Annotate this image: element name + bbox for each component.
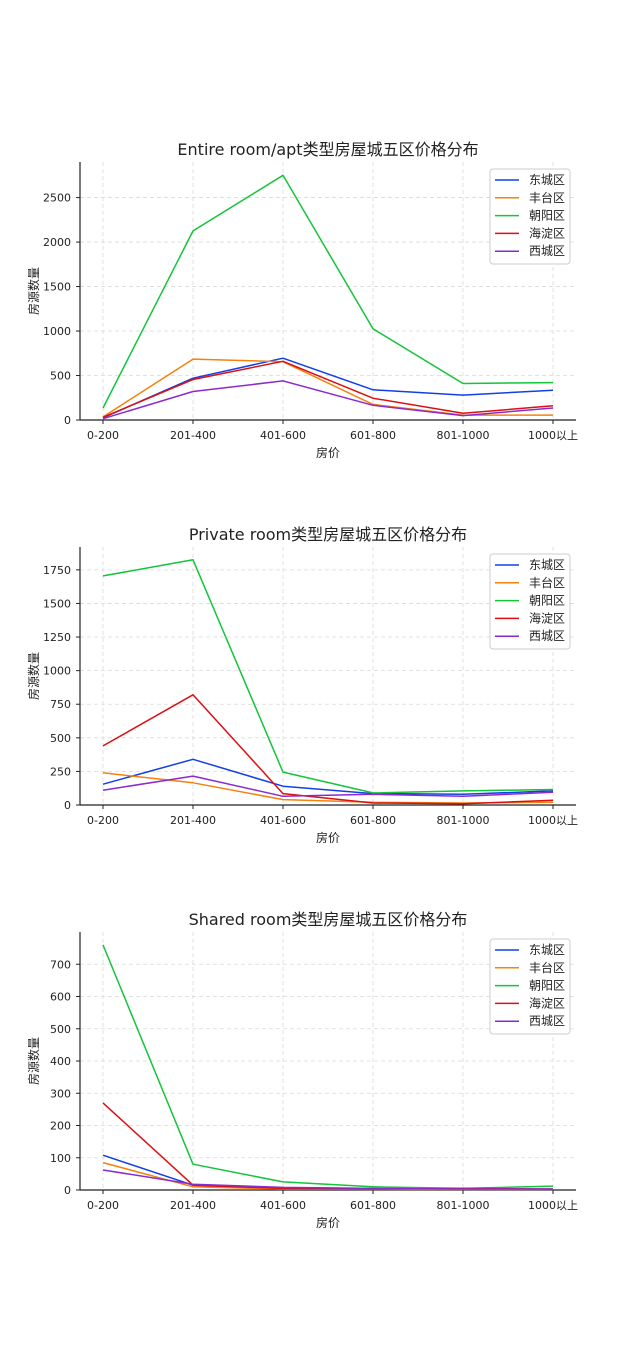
y-axis-label: 房源数量 (26, 267, 41, 315)
series-line-西城区 (102, 1169, 553, 1190)
y-tick-label: 0 (64, 1184, 71, 1197)
legend-label: 海淀区 (529, 225, 565, 240)
series-line-朝阳区 (102, 944, 554, 1190)
x-axis-label: 房价 (316, 445, 340, 460)
series-line-丰台区 (102, 358, 553, 418)
legend-label: 西城区 (529, 1014, 565, 1028)
y-tick-label: 0 (64, 799, 71, 812)
series-line-海淀区 (102, 360, 554, 418)
chart-title: Shared room类型房屋城五区价格分布 (189, 910, 468, 929)
series-line-海淀区 (102, 1102, 554, 1190)
legend-label: 丰台区 (529, 575, 565, 590)
series-line-丰台区 (102, 1161, 553, 1191)
y-tick-label: 1750 (43, 564, 71, 577)
x-tick-label: 801-1000 (437, 814, 490, 827)
x-tick-label: 401-600 (260, 1199, 306, 1212)
x-tick-label: 201-400 (170, 429, 216, 442)
y-tick-label: 1250 (43, 631, 71, 644)
y-tick-label: 100 (50, 1152, 71, 1165)
series-line-朝阳区 (102, 174, 554, 409)
y-tick-label: 500 (50, 370, 71, 383)
x-tick-label: 0-200 (87, 1199, 119, 1212)
series-line-东城区 (102, 758, 554, 796)
legend-label: 西城区 (529, 629, 565, 643)
legend-box (489, 168, 571, 265)
y-tick-label: 750 (50, 698, 71, 711)
chart-panel-2: 0-200 201-400 401-600 601-800 801-1000 1000以上… (26, 525, 578, 845)
x-axis-label: 房价 (316, 830, 340, 845)
y-tick-label: 250 (50, 765, 71, 778)
y-axis-label: 房源数量 (26, 652, 41, 700)
x-tick-label: 0-200 (87, 429, 119, 442)
legend-label: 朝阳区 (529, 594, 565, 608)
y-tick-label: 1500 (43, 597, 71, 610)
series-line-西城区 (102, 380, 554, 420)
legend-label: 东城区 (529, 173, 565, 187)
x-tick-label: 601-800 (350, 814, 396, 827)
legend-label: 东城区 (529, 558, 565, 572)
y-tick-label: 1000 (43, 325, 71, 338)
y-tick-label: 400 (50, 1055, 71, 1068)
x-tick-label: 601-800 (350, 1199, 396, 1212)
x-tick-label: 1000以上 (528, 814, 578, 827)
chart-panel-3: 0-200 201-400 401-600 601-800 801-1000 1000以上… (26, 910, 578, 1230)
x-tick-label: 801-1000 (437, 1199, 490, 1212)
legend-label: 西城区 (529, 244, 565, 258)
y-tick-label: 2500 (43, 192, 71, 205)
chart-title: Entire room/apt类型房屋城五区价格分布 (177, 140, 478, 159)
y-tick-label: 2000 (43, 236, 71, 249)
x-tick-label: 601-800 (350, 429, 396, 442)
legend-box (489, 553, 571, 650)
chart-panel-1: 0-200 201-400 401-600 601-800 801-1000 1000以上… (26, 140, 578, 460)
chart-title: Private room类型房屋城五区价格分布 (189, 525, 467, 544)
legend-label: 海淀区 (529, 610, 565, 625)
x-tick-label: 201-400 (170, 1199, 216, 1212)
legend-box (489, 938, 571, 1035)
y-tick-label: 1000 (43, 665, 71, 678)
y-tick-label: 700 (50, 958, 71, 971)
x-tick-label: 0-200 (87, 814, 119, 827)
series-line-西城区 (102, 775, 554, 798)
x-axis-label: 房价 (316, 1215, 340, 1230)
y-tick-label: 1500 (43, 281, 71, 294)
legend-label: 东城区 (529, 943, 565, 957)
x-tick-label: 201-400 (170, 814, 216, 827)
x-tick-label: 801-1000 (437, 429, 490, 442)
x-tick-label: 1000以上 (528, 1199, 578, 1212)
series-line-朝阳区 (102, 559, 554, 794)
series-line-东城区 (102, 357, 554, 419)
legend-label: 丰台区 (529, 960, 565, 975)
x-tick-label: 401-600 (260, 429, 306, 442)
y-tick-label: 500 (50, 732, 71, 745)
y-tick-label: 200 (50, 1120, 71, 1133)
y-tick-label: 600 (50, 991, 71, 1004)
x-tick-label: 1000以上 (528, 429, 578, 442)
y-tick-label: 500 (50, 1023, 71, 1036)
y-tick-label: 300 (50, 1087, 71, 1100)
x-tick-label: 401-600 (260, 814, 306, 827)
legend-label: 朝阳区 (529, 979, 565, 993)
legend-label: 朝阳区 (529, 209, 565, 223)
y-tick-label: 0 (64, 414, 71, 427)
y-axis-label: 房源数量 (26, 1037, 41, 1085)
legend-label: 丰台区 (529, 190, 565, 205)
legend-label: 海淀区 (529, 995, 565, 1010)
series-line-海淀区 (102, 694, 554, 805)
